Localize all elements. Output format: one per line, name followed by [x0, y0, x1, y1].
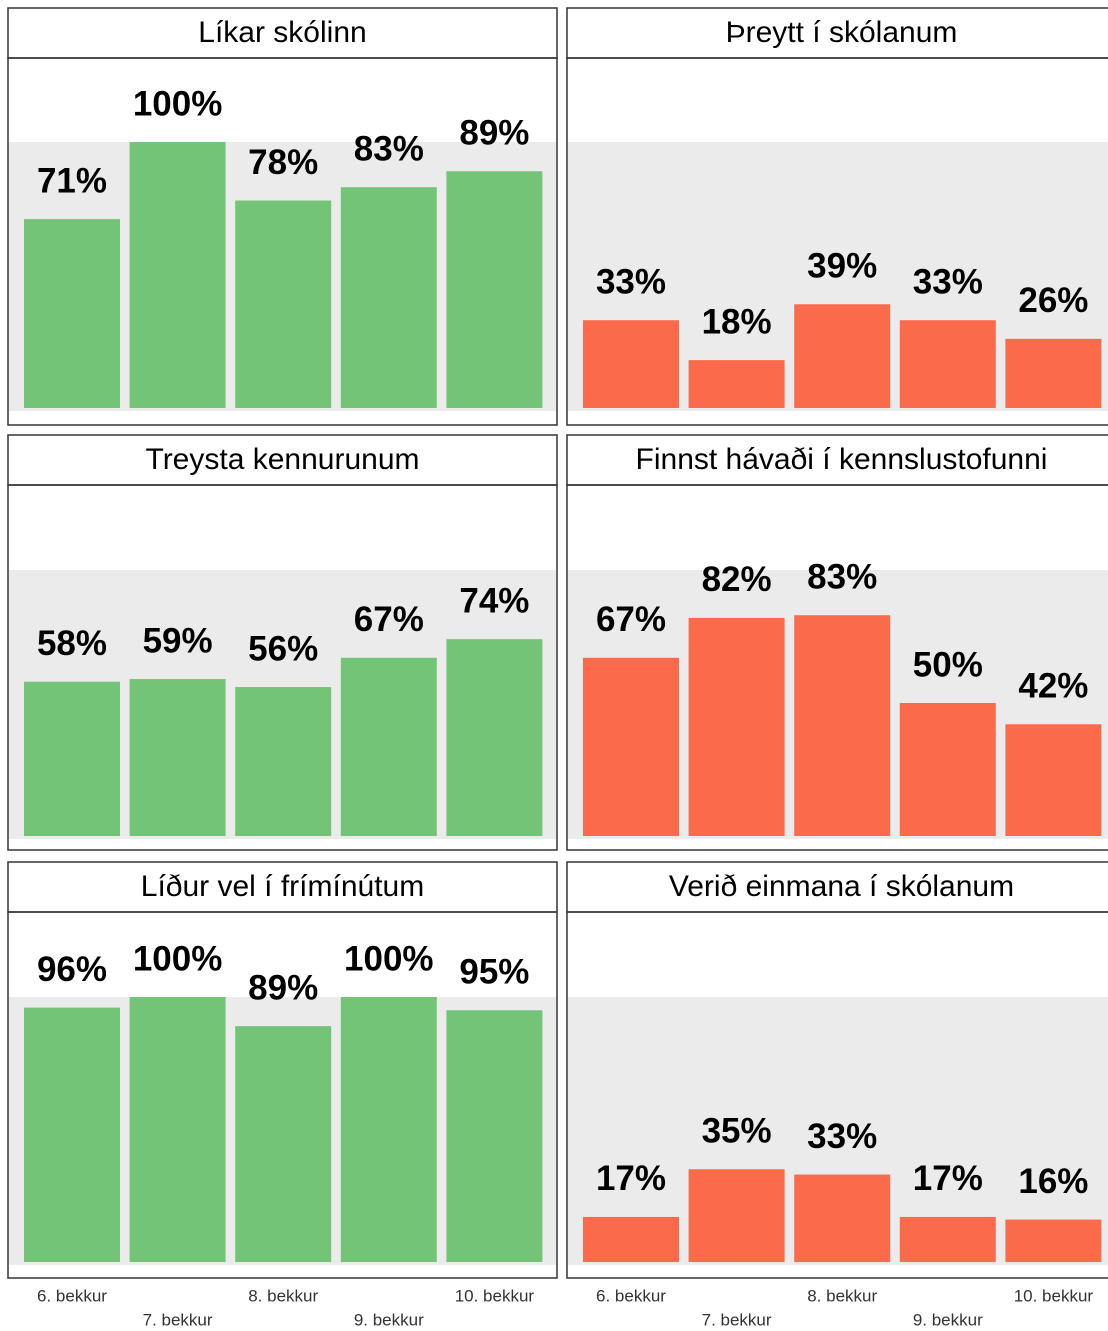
value-label: 56%	[248, 629, 318, 668]
panel-border	[566, 911, 1108, 1279]
bar	[1005, 338, 1102, 408]
value-label: 71%	[37, 161, 107, 200]
value-label: 39%	[807, 247, 877, 286]
bar	[235, 687, 332, 836]
x-tick-label: 6. bekkur	[596, 1286, 666, 1305]
title-box	[7, 7, 558, 59]
value-label: 82%	[702, 560, 772, 599]
title-box	[566, 861, 1108, 913]
panel-title: Líður vel í frímínútum	[141, 870, 424, 903]
value-label: 100%	[133, 84, 223, 123]
value-label: 89%	[459, 114, 529, 153]
value-label: 67%	[354, 600, 424, 639]
panel-title: Finnst hávaði í kennslustofunni	[636, 443, 1048, 476]
bar	[794, 615, 891, 836]
panel-border	[566, 484, 1108, 851]
panel-border	[7, 911, 558, 1279]
value-label: 42%	[1018, 667, 1088, 706]
value-label: 67%	[596, 600, 666, 639]
bar	[1005, 1219, 1102, 1262]
bar	[235, 1026, 332, 1262]
title-box	[7, 434, 558, 486]
bar	[688, 360, 785, 408]
bar	[794, 1174, 891, 1262]
value-label: 33%	[913, 262, 983, 301]
bar	[1005, 724, 1102, 836]
bar	[899, 320, 996, 408]
panel-border	[7, 57, 558, 426]
bar	[794, 304, 891, 408]
value-label: 89%	[248, 968, 318, 1007]
value-label: 26%	[1018, 281, 1088, 320]
value-label: 18%	[702, 302, 772, 341]
bar	[446, 1010, 543, 1262]
panel-title: Treysta kennurunum	[145, 443, 419, 476]
value-label: 17%	[596, 1159, 666, 1198]
bar	[688, 1169, 785, 1262]
x-tick-label: 10. bekkur	[455, 1286, 535, 1305]
value-label: 33%	[596, 262, 666, 301]
value-label: 74%	[459, 581, 529, 620]
bar	[340, 657, 437, 836]
bar	[583, 657, 679, 836]
panel-title: Þreytt í skólanum	[726, 16, 958, 49]
x-tick-label: 7. bekkur	[143, 1310, 213, 1329]
x-tick-label: 9. bekkur	[354, 1310, 424, 1329]
bar	[446, 639, 543, 836]
bar	[129, 997, 226, 1262]
bar	[340, 187, 437, 408]
bar	[129, 142, 226, 408]
x-tick-label: 8. bekkur	[807, 1286, 877, 1305]
value-label: 35%	[702, 1112, 772, 1151]
bar	[24, 219, 120, 408]
bar	[340, 997, 437, 1262]
value-label: 96%	[37, 950, 107, 989]
value-label: 59%	[143, 621, 213, 660]
bar	[24, 1007, 120, 1262]
panel-border	[7, 484, 558, 851]
panel-title: Verið einmana í skólanum	[669, 870, 1014, 903]
x-tick-label: 10. bekkur	[1014, 1286, 1094, 1305]
value-label: 50%	[913, 645, 983, 684]
bar	[899, 703, 996, 836]
panel-title: Líkar skólinn	[198, 16, 366, 49]
bar	[583, 1216, 679, 1262]
value-label: 58%	[37, 624, 107, 663]
bar	[235, 200, 332, 408]
bar	[24, 681, 120, 836]
x-tick-label: 9. bekkur	[913, 1310, 983, 1329]
bar	[446, 171, 543, 408]
value-label: 17%	[913, 1159, 983, 1198]
value-label: 83%	[807, 557, 877, 596]
title-box	[566, 7, 1108, 59]
x-tick-label: 7. bekkur	[702, 1310, 772, 1329]
title-box	[7, 861, 558, 913]
value-label: 33%	[807, 1117, 877, 1156]
value-label: 78%	[248, 143, 318, 182]
panel-border	[566, 57, 1108, 426]
title-box	[566, 434, 1108, 486]
value-label: 16%	[1018, 1162, 1088, 1201]
value-label: 83%	[354, 129, 424, 168]
x-tick-label: 8. bekkur	[248, 1286, 318, 1305]
bar	[129, 679, 226, 836]
bar	[583, 320, 679, 408]
value-label: 100%	[133, 939, 223, 978]
bar	[688, 617, 785, 836]
bar	[899, 1216, 996, 1262]
value-label: 100%	[344, 939, 434, 978]
value-label: 95%	[459, 953, 529, 992]
x-tick-label: 6. bekkur	[37, 1286, 107, 1305]
